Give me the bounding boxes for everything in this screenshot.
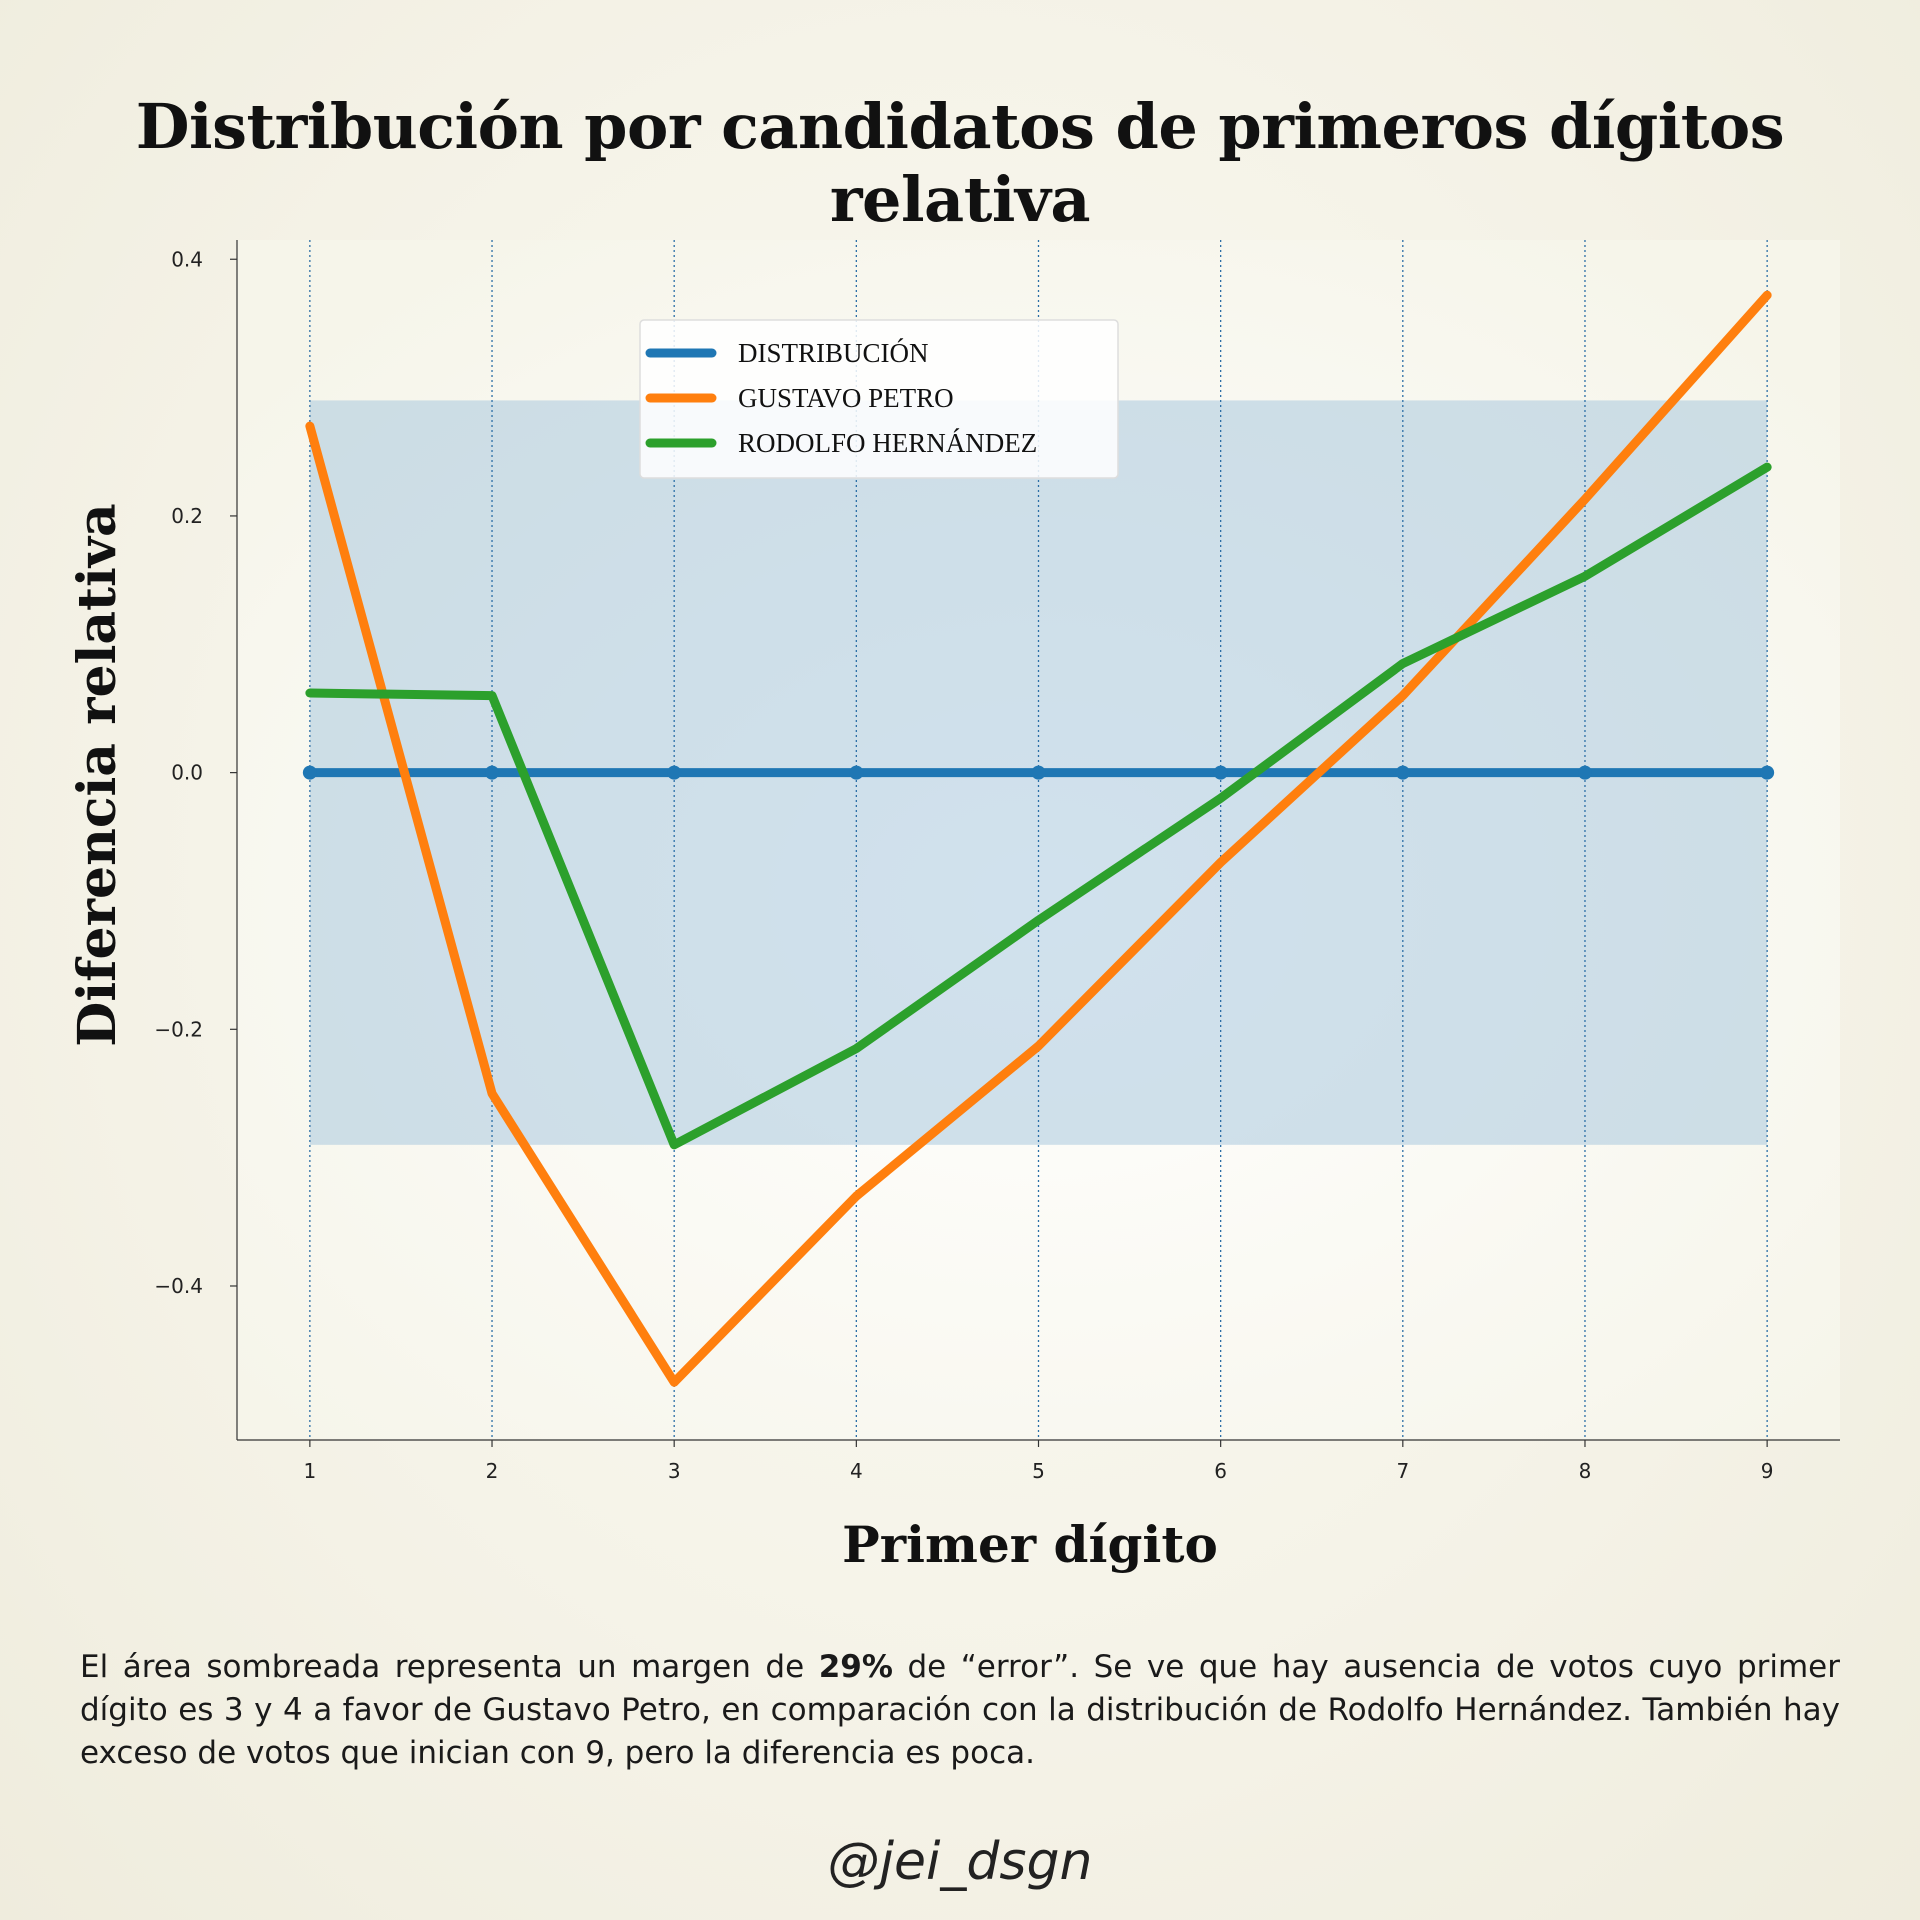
legend-label: GUSTAVO PETRO [738, 383, 954, 413]
x-tick-label: 9 [1761, 1459, 1774, 1483]
caption-part-1: El área sombreada representa un margen d… [80, 1649, 819, 1685]
caption: El área sombreada representa un margen d… [80, 1646, 1840, 1775]
legend-label: DISTRIBUCIÓN [738, 338, 929, 368]
x-tick-label: 7 [1396, 1459, 1409, 1483]
series-line-3 [305, 462, 1772, 1150]
series-point-1 [485, 765, 500, 780]
legend-label: RODOLFO HERNÁNDEZ [738, 428, 1037, 458]
caption-part-2: de “error”. Se ve que hay ausencia de vo… [80, 1649, 1840, 1771]
series-point-1 [1760, 765, 1775, 780]
y-tick-label: 0.0 [171, 761, 203, 785]
series-point-1 [1395, 765, 1410, 780]
x-tick-label: 5 [1032, 1459, 1045, 1483]
series-point-1 [667, 765, 682, 780]
y-tick-label: −0.2 [154, 1017, 203, 1041]
x-axis-title: Primer dígito [842, 1515, 1218, 1574]
series-point-1 [302, 765, 317, 780]
x-tick-label: 2 [486, 1459, 499, 1483]
series-point-1 [1577, 765, 1592, 780]
x-tick-label: 3 [668, 1459, 681, 1483]
series-point-1 [1031, 765, 1046, 780]
y-tick-label: −0.4 [154, 1274, 203, 1298]
x-tick-label: 4 [850, 1459, 863, 1483]
caption-margin-value: 29% [818, 1649, 893, 1685]
legend [639, 319, 1119, 479]
x-tick-label: 1 [303, 1459, 316, 1483]
line-chart: 0.4 0.2 0.0 −0.2 −0.4 1 2 3 4 5 6 7 8 9 DISTRIBUCIÓN G… [67, 240, 1840, 1574]
chart-title: Distribución por candidatos de primeros … [135, 90, 1785, 236]
y-tick-label: 0.4 [171, 247, 203, 271]
series-point-1 [1213, 765, 1228, 780]
series-point-1 [849, 765, 864, 780]
author-signature: @jei_dsgn [827, 1832, 1093, 1892]
series-line-2 [305, 290, 1772, 1387]
x-tick-label: 6 [1214, 1459, 1227, 1483]
y-tick-label: 0.2 [171, 504, 203, 528]
x-tick-label: 8 [1579, 1459, 1592, 1483]
y-axis-title: Diferencia relativa [67, 503, 128, 1046]
